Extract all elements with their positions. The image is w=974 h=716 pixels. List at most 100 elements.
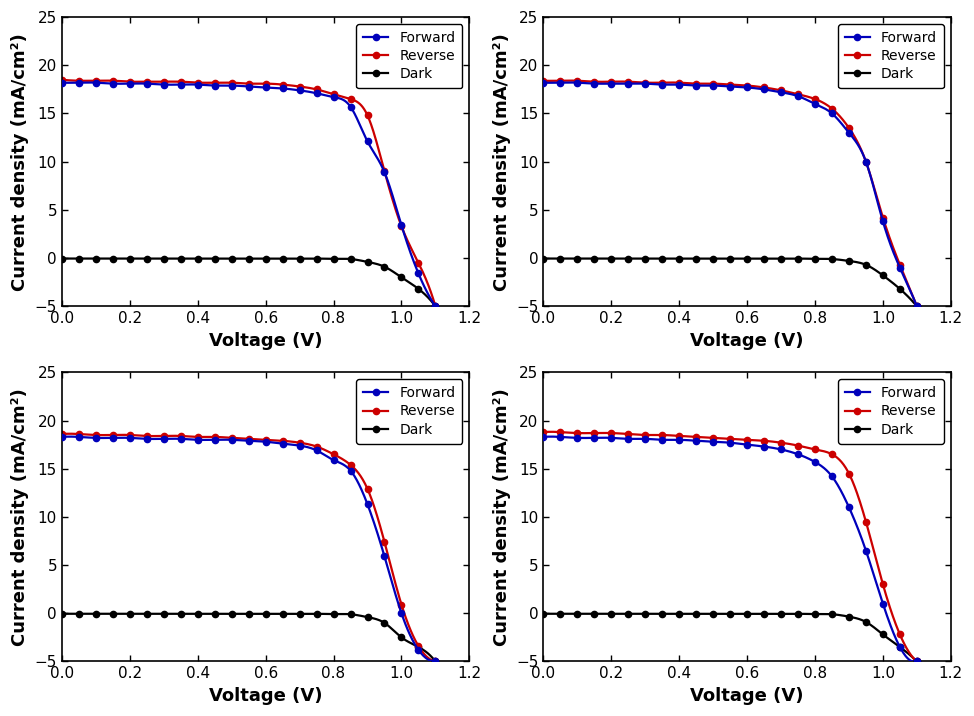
Reverse xyxy=(56,75,68,84)
Reverse xyxy=(243,435,254,443)
Dark xyxy=(860,618,872,626)
Reverse xyxy=(673,432,685,440)
Forward xyxy=(622,79,634,88)
Reverse xyxy=(345,460,356,469)
Forward xyxy=(90,78,101,87)
Dark xyxy=(554,254,566,263)
Forward xyxy=(758,442,769,451)
Line: Reverse: Reverse xyxy=(541,77,920,309)
Dark xyxy=(124,254,135,263)
Forward xyxy=(809,100,821,108)
Forward xyxy=(208,435,220,444)
Forward xyxy=(656,80,668,89)
Forward xyxy=(175,80,187,89)
Reverse xyxy=(775,438,787,447)
Forward xyxy=(260,83,272,92)
Reverse xyxy=(894,261,906,269)
Forward xyxy=(260,437,272,446)
Forward xyxy=(277,84,288,93)
Legend: Forward, Reverse, Dark: Forward, Reverse, Dark xyxy=(356,379,463,443)
Reverse xyxy=(775,86,787,95)
Reverse xyxy=(294,82,306,91)
Forward xyxy=(606,79,618,88)
Dark xyxy=(725,254,736,263)
Forward xyxy=(158,435,169,443)
Reverse xyxy=(107,77,119,85)
Reverse xyxy=(175,432,187,440)
Reverse xyxy=(311,442,322,451)
Dark xyxy=(843,256,855,265)
Reverse xyxy=(124,77,135,86)
Forward xyxy=(826,472,838,480)
Dark xyxy=(260,609,272,618)
Forward xyxy=(430,302,441,311)
Forward xyxy=(572,78,583,87)
Reverse xyxy=(809,445,821,454)
Forward xyxy=(758,85,769,94)
Dark xyxy=(877,271,888,280)
Reverse xyxy=(673,78,685,87)
Forward xyxy=(826,110,838,118)
Y-axis label: Current density (mA/cm²): Current density (mA/cm²) xyxy=(11,388,29,646)
Reverse xyxy=(345,95,356,103)
Dark xyxy=(673,254,685,263)
Line: Reverse: Reverse xyxy=(58,77,438,309)
Forward xyxy=(707,81,719,90)
Reverse xyxy=(656,431,668,440)
Reverse xyxy=(430,302,441,311)
Dark xyxy=(639,254,651,263)
Reverse xyxy=(395,600,407,609)
Forward xyxy=(843,503,855,511)
Reverse xyxy=(622,430,634,438)
Forward xyxy=(361,137,373,146)
Reverse xyxy=(622,77,634,86)
Reverse xyxy=(192,78,204,87)
Reverse xyxy=(294,438,306,447)
Forward xyxy=(379,168,391,177)
Dark xyxy=(175,254,187,263)
Forward xyxy=(345,466,356,475)
Dark xyxy=(691,254,702,263)
Forward xyxy=(56,78,68,87)
Y-axis label: Current density (mA/cm²): Current density (mA/cm²) xyxy=(493,33,510,291)
Y-axis label: Current density (mA/cm²): Current density (mA/cm²) xyxy=(11,33,29,291)
Legend: Forward, Reverse, Dark: Forward, Reverse, Dark xyxy=(838,379,944,443)
Dark xyxy=(413,284,425,293)
Forward xyxy=(90,434,101,442)
Forward xyxy=(622,435,634,443)
Legend: Forward, Reverse, Dark: Forward, Reverse, Dark xyxy=(838,24,944,88)
Forward xyxy=(588,79,600,88)
Reverse xyxy=(73,430,85,438)
Dark xyxy=(294,254,306,263)
Dark xyxy=(860,261,872,269)
Dark xyxy=(792,609,804,618)
Dark xyxy=(430,657,441,666)
Reverse xyxy=(413,642,425,650)
Dark xyxy=(826,610,838,619)
Reverse xyxy=(741,81,753,90)
Reverse xyxy=(141,77,153,86)
Forward xyxy=(691,437,702,445)
Forward xyxy=(725,438,736,447)
Dark xyxy=(277,254,288,263)
Reverse xyxy=(792,90,804,99)
Dark xyxy=(554,609,566,618)
Forward xyxy=(56,432,68,441)
Reverse xyxy=(809,95,821,103)
Reverse xyxy=(124,431,135,440)
Reverse xyxy=(260,435,272,444)
Reverse xyxy=(707,434,719,442)
Dark xyxy=(345,610,356,619)
Dark xyxy=(192,609,204,618)
Reverse xyxy=(725,80,736,89)
Forward xyxy=(877,599,888,608)
Line: Reverse: Reverse xyxy=(58,431,438,664)
Forward xyxy=(911,302,922,311)
X-axis label: Voltage (V): Voltage (V) xyxy=(691,687,804,705)
Dark xyxy=(775,609,787,618)
Forward xyxy=(430,657,441,666)
Reverse xyxy=(639,431,651,440)
Forward xyxy=(413,646,425,654)
Reverse xyxy=(639,78,651,87)
Forward xyxy=(673,80,685,89)
